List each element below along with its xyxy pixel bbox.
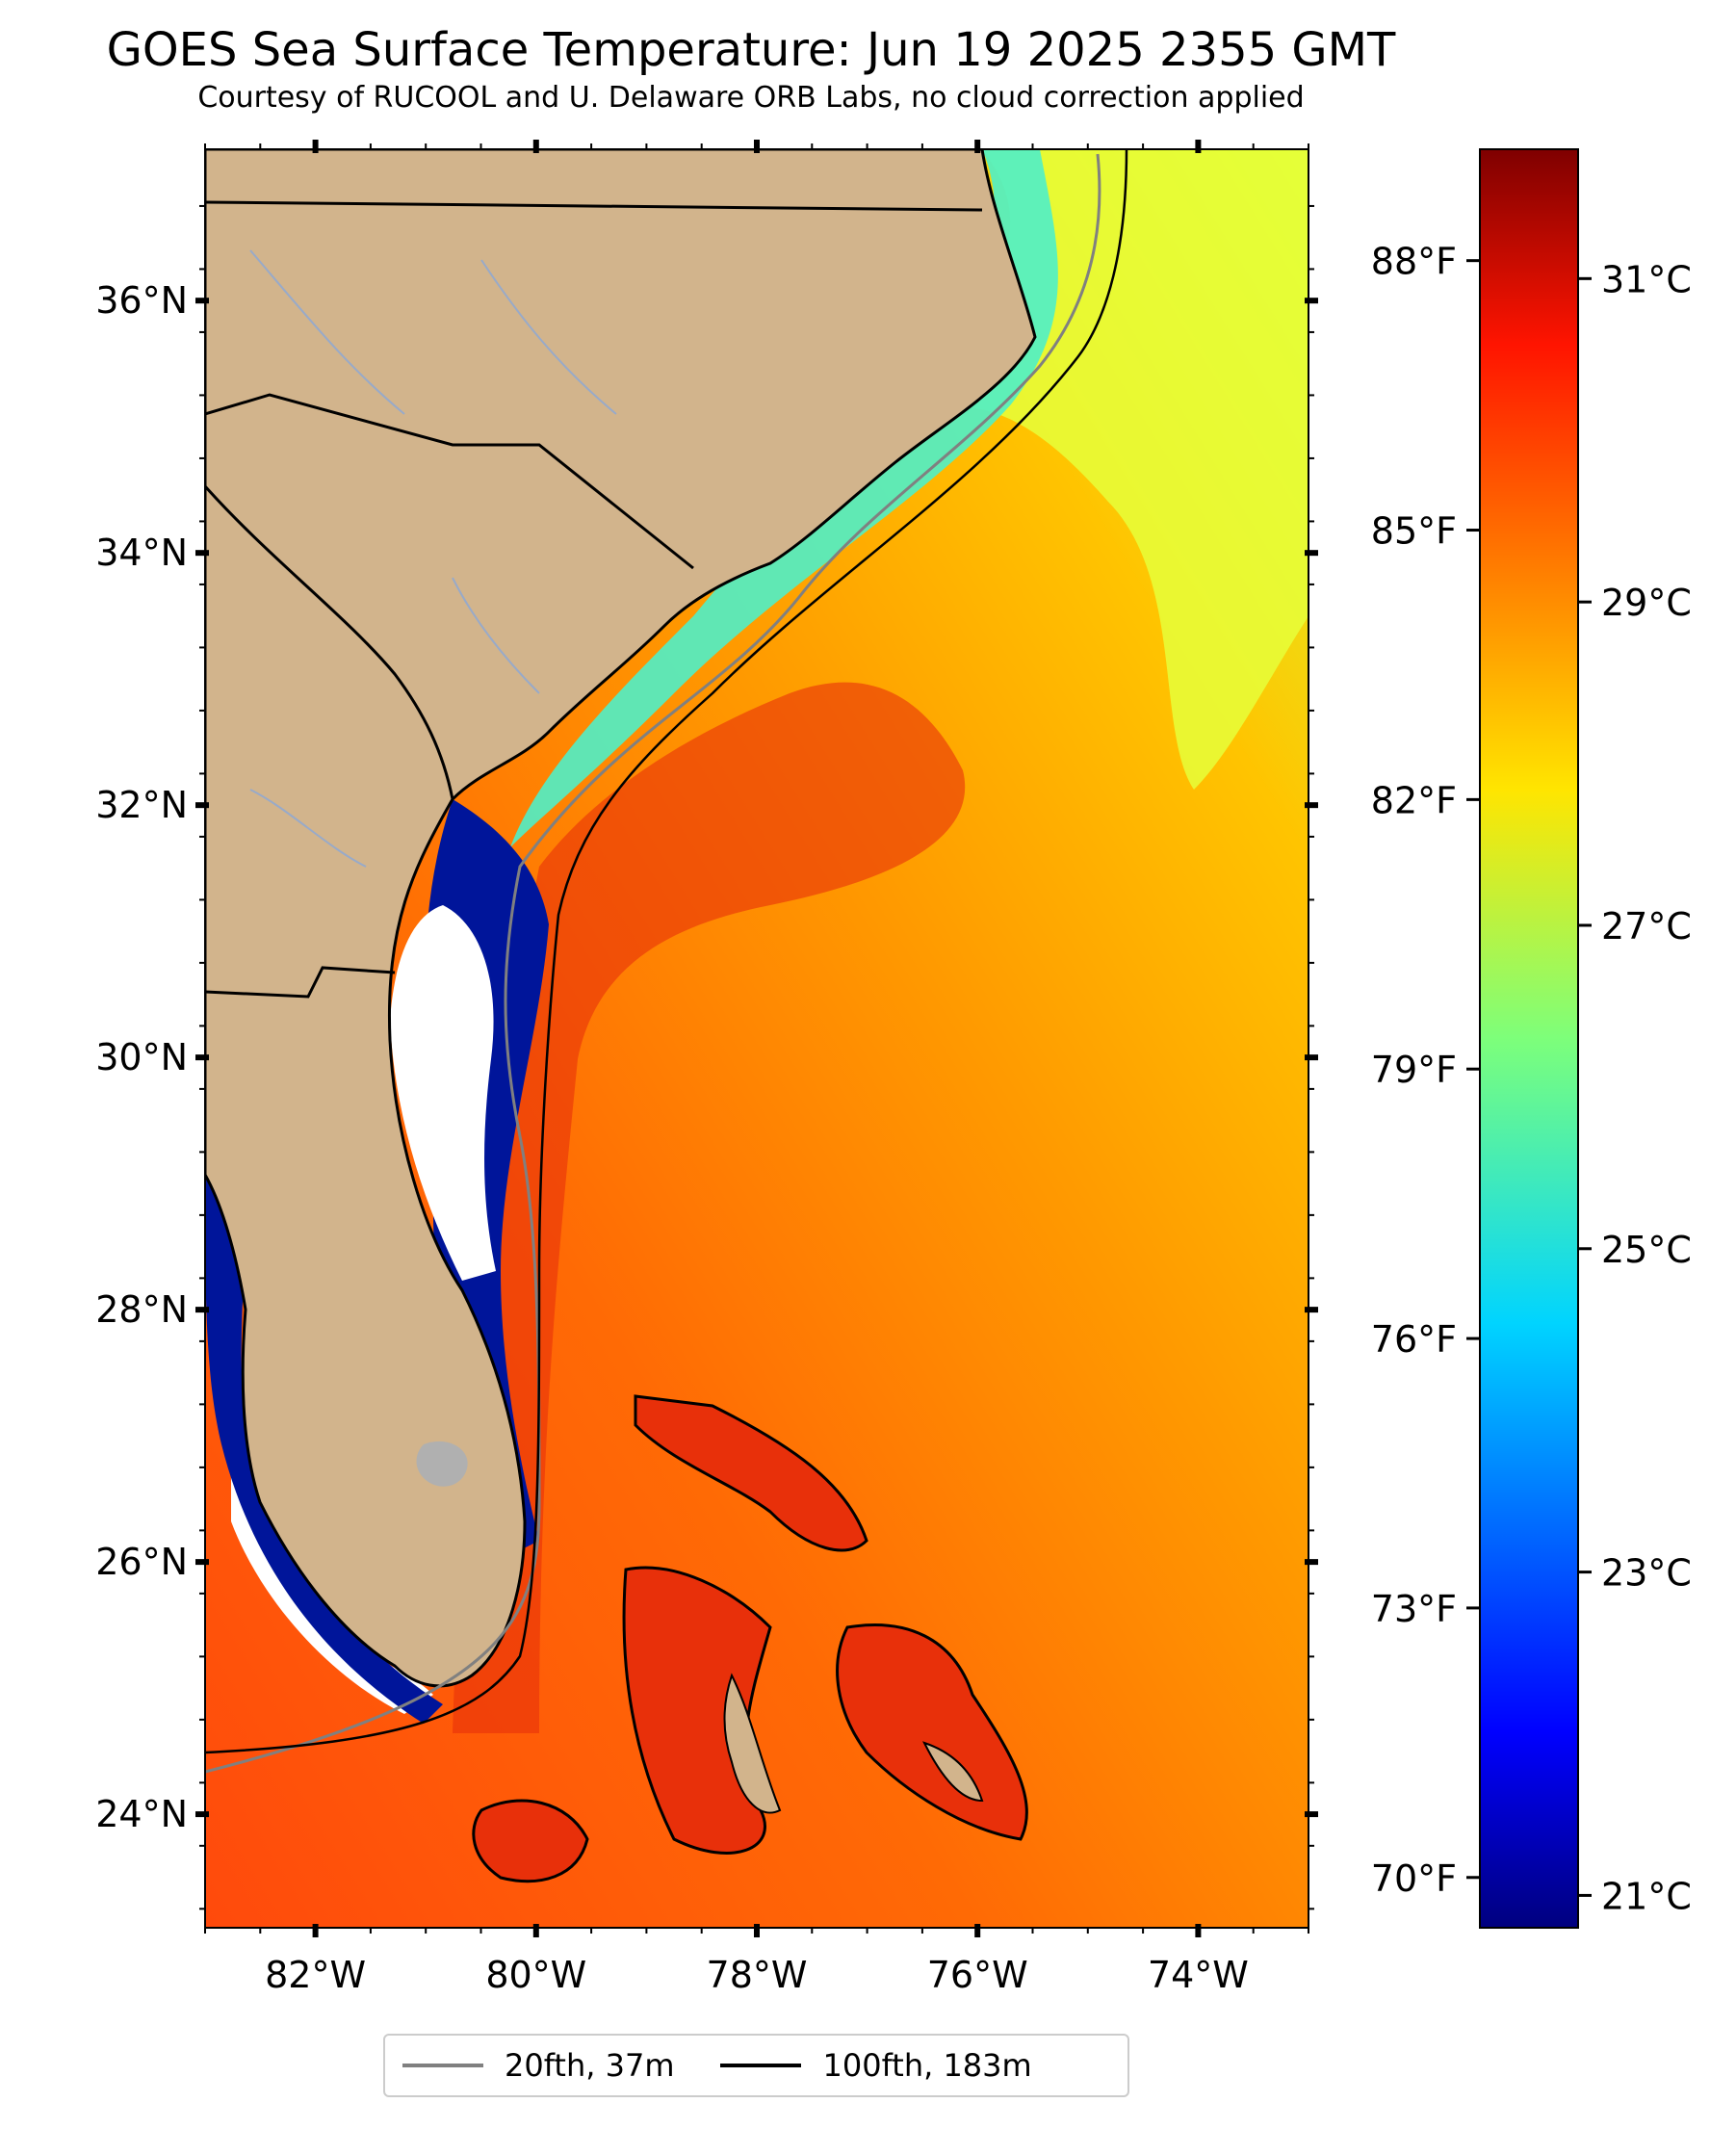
lat-tick-label: 30°N [95, 1036, 188, 1078]
map-axes: 82°W 80°W 78°W 76°W 74°W 24°N 26°N 28°N 30°N 32°N… [95, 140, 1318, 1996]
fahrenheit-tick-label: 82°F [1371, 779, 1457, 821]
nearshore-cool-water [510, 149, 1058, 847]
fahrenheit-tick-label: 88°F [1371, 241, 1457, 283]
legend-label-20fth: 20fth, 37m [505, 2047, 675, 2084]
isobath-legend: 20fth, 37m 100fth, 183m [383, 2034, 1129, 2097]
bahamas-land [723, 1673, 984, 1814]
fahrenheit-tick-label: 79°F [1371, 1049, 1457, 1091]
isobath-100fth [205, 149, 1128, 1754]
sst-map [205, 149, 1308, 1928]
legend-item-20fth: 20fth, 37m [402, 2047, 674, 2084]
land [205, 149, 1037, 1688]
cloud-mask [390, 905, 496, 1281]
colorbar [1479, 148, 1579, 1929]
gulf-stream-core [453, 682, 966, 1733]
lon-tick-label: 76°W [927, 1954, 1028, 1996]
celsius-tick-label: 21°C [1601, 1875, 1692, 1917]
fahrenheit-tick-label: 76°F [1371, 1318, 1457, 1361]
celsius-tick-label: 23°C [1601, 1552, 1692, 1595]
lat-tick-label: 36°N [95, 279, 188, 322]
celsius-tick-label: 25°C [1601, 1229, 1692, 1271]
legend-label-100fth: 100fth, 183m [822, 2047, 1032, 2084]
lake-okeechobee [416, 1441, 468, 1487]
lat-tick-label: 26°N [95, 1541, 188, 1583]
legend-item-100fth: 100fth, 183m [720, 2047, 1032, 2084]
celsius-tick-label: 31°C [1601, 258, 1692, 300]
lon-tick-label: 82°W [265, 1954, 366, 1996]
celsius-tick-label: 27°C [1601, 905, 1692, 948]
state-borders [205, 200, 983, 999]
fahrenheit-tick-label: 85°F [1371, 510, 1457, 553]
isobath-20fth [205, 153, 1101, 1774]
rivers [249, 249, 617, 868]
map-subtitle: Courtesy of RUCOOL and U. Delaware ORB L… [197, 81, 1305, 115]
lon-tick-label: 74°W [1148, 1954, 1249, 1996]
lat-tick-label: 32°N [95, 784, 188, 826]
lat-tick-label: 24°N [95, 1793, 188, 1835]
colorbar-axes: 21°C 23°C 25°C 27°C 29°C 31°C 70°F 73°F 76°F 79°F… [1371, 241, 1692, 1918]
fahrenheit-tick-label: 73°F [1371, 1588, 1457, 1630]
legend-swatch-100fth [720, 2064, 802, 2067]
legend-swatch-20fth [402, 2064, 483, 2067]
lon-tick-label: 80°W [485, 1954, 586, 1996]
lat-tick-label: 28°N [95, 1288, 188, 1331]
fahrenheit-tick-label: 70°F [1371, 1857, 1457, 1900]
map-title: GOES Sea Surface Temperature: Jun 19 202… [106, 23, 1396, 77]
lon-tick-label: 78°W [707, 1954, 808, 1996]
celsius-tick-label: 29°C [1601, 582, 1692, 624]
lat-tick-label: 34°N [95, 532, 188, 574]
